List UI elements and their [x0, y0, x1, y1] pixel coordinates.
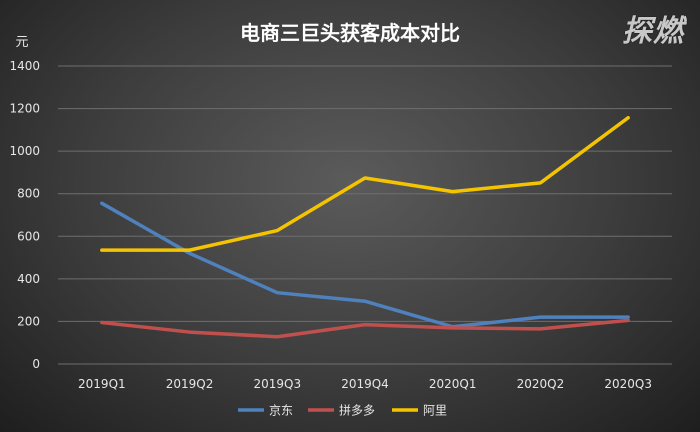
y-tick-label: 1400	[9, 59, 40, 73]
legend-label: 阿里	[423, 404, 447, 418]
y-tick-label: 800	[17, 187, 40, 201]
y-axis-unit-label: 元	[15, 35, 28, 50]
chart-title: 电商三巨头获客成本对比	[240, 21, 460, 45]
y-tick-label: 1000	[9, 144, 40, 158]
x-tick-label: 2020Q3	[604, 377, 652, 391]
y-tick-label: 200	[17, 314, 40, 328]
y-tick-label: 400	[17, 272, 40, 286]
brand-logo: 探燃	[622, 14, 684, 49]
x-tick-label: 2019Q4	[341, 377, 389, 391]
series-lines	[100, 115, 630, 339]
x-tick-label: 2019Q2	[166, 377, 214, 391]
legend-label: 拼多多	[339, 404, 375, 418]
x-tick-label: 2020Q1	[429, 377, 477, 391]
series-line	[100, 201, 630, 329]
x-axis-ticks: 2019Q1 2019Q2 2019Q3 2019Q4 2020Q1 2020Q2 2020…	[78, 377, 652, 391]
y-axis-ticks: 0 200 400 600 800 1000 1200 1400	[9, 59, 40, 371]
gridlines	[58, 65, 672, 365]
x-tick-label: 2020Q2	[517, 377, 565, 391]
legend-label: 京东	[269, 404, 293, 418]
y-tick-label: 1200	[9, 102, 40, 116]
y-tick-label: 600	[17, 229, 40, 243]
x-tick-label: 2019Q3	[253, 377, 301, 391]
series-line	[100, 115, 630, 252]
series-line	[100, 318, 630, 339]
legend: 京东 拼多多 阿里	[238, 404, 447, 418]
y-tick-label: 0	[32, 357, 40, 371]
x-tick-label: 2019Q1	[78, 377, 126, 391]
